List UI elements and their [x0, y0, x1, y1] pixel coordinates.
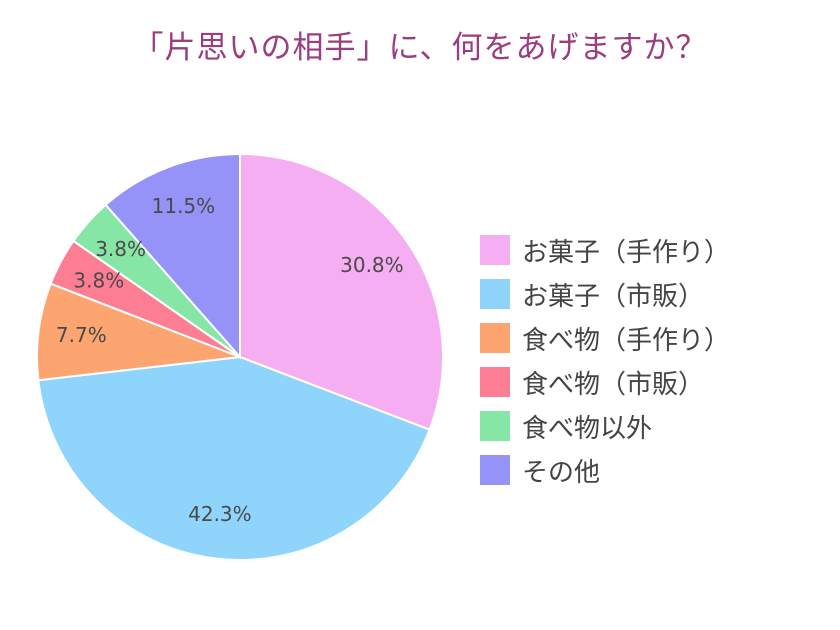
pie-slice-1	[37, 355, 431, 561]
legend-swatch-4	[480, 411, 510, 441]
legend-label-1: お菓子（市販）	[522, 281, 705, 312]
legend-label-0: お菓子（手作り）	[522, 237, 731, 268]
legend-item-5: その他	[480, 448, 730, 492]
slice-label-3: 3.8%	[73, 268, 124, 292]
legend-label-5: その他	[522, 457, 601, 488]
slice-label-2: 7.7%	[56, 323, 107, 347]
legend-label-2: 食べ物（手作り）	[522, 325, 731, 356]
legend-swatch-3	[480, 367, 510, 397]
legend-item-1: お菓子（市販）	[480, 272, 730, 316]
pie-slice-2	[36, 282, 241, 382]
slice-label-1: 42.3%	[188, 502, 252, 526]
pie-slices	[36, 152, 444, 561]
legend-label-4: 食べ物以外	[522, 413, 653, 444]
pie-labels: 30.8%42.3%7.7%3.8%3.8%11.5%	[56, 194, 404, 526]
legend-swatch-5	[480, 455, 510, 485]
legend-item-3: 食べ物（市販）	[480, 360, 730, 404]
chart-title: 「片思いの相手」に、何をあげますか？	[132, 30, 708, 66]
legend: お菓子（手作り） お菓子（市販） 食べ物（手作り） 食べ物（市販） 食べ物以外その他	[480, 228, 730, 492]
legend-swatch-1	[480, 279, 510, 309]
pie-slice-5	[104, 152, 241, 360]
slice-label-5: 11.5%	[152, 194, 216, 218]
legend-swatch-2	[480, 323, 510, 353]
slice-label-4: 3.8%	[95, 237, 146, 261]
slice-label-0: 30.8%	[340, 253, 404, 277]
legend-swatch-0	[480, 235, 510, 265]
legend-item-4: 食べ物以外	[480, 404, 730, 448]
legend-item-0: お菓子（手作り）	[480, 228, 730, 272]
legend-item-2: 食べ物（手作り）	[480, 316, 730, 360]
pie-slice-0	[239, 152, 444, 432]
legend-label-3: 食べ物（市販）	[522, 369, 705, 400]
